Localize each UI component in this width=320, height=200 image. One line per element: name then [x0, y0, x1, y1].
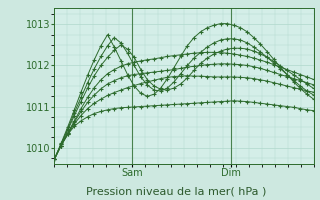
- Text: Pression niveau de la mer( hPa ): Pression niveau de la mer( hPa ): [86, 186, 266, 196]
